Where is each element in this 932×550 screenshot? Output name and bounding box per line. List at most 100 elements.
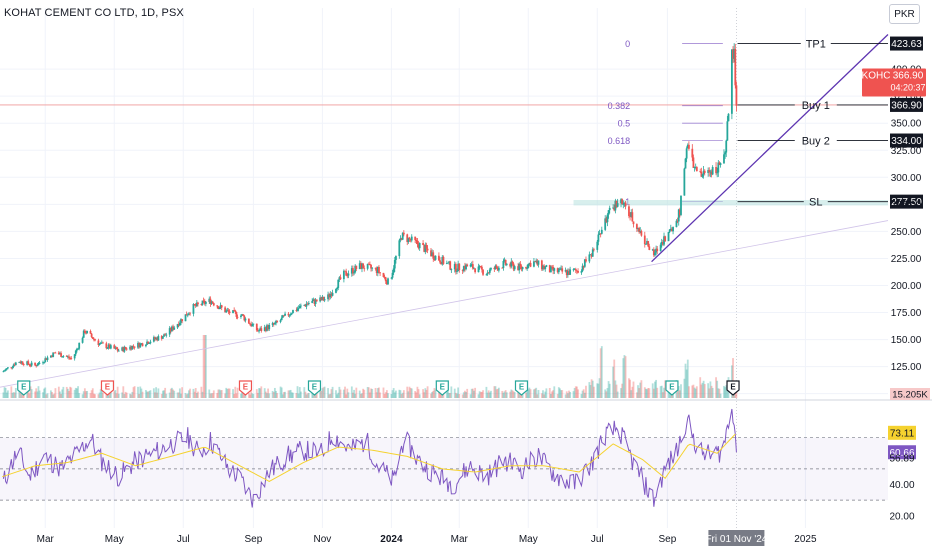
candle-body xyxy=(399,238,402,241)
volume-bar xyxy=(495,389,498,398)
candle-body xyxy=(717,162,720,173)
volume-bar xyxy=(102,392,104,398)
candle-body xyxy=(667,232,670,242)
volume-bar xyxy=(99,389,102,398)
candle-body xyxy=(612,207,615,209)
volume-bar xyxy=(565,391,568,398)
volume-bar xyxy=(414,391,417,398)
candle-body xyxy=(133,346,136,348)
volume-bar xyxy=(591,380,594,398)
candle-body xyxy=(651,249,654,251)
candle-body xyxy=(37,362,40,366)
candle-body xyxy=(321,296,324,301)
volume-bar xyxy=(623,355,626,398)
rsi-line xyxy=(2,408,737,508)
volume-bar xyxy=(732,358,734,398)
currency-button[interactable]: PKR xyxy=(889,4,920,24)
candle-body xyxy=(3,370,6,372)
candle-body xyxy=(469,264,472,267)
event-marker-label: E xyxy=(105,383,111,392)
volume-bar xyxy=(482,390,484,398)
time-tick-label: Jul xyxy=(177,534,190,545)
volume-bar xyxy=(263,388,266,398)
candle-body xyxy=(113,345,116,349)
volume-bar xyxy=(361,393,363,398)
volume-bar xyxy=(724,387,727,398)
volume-bar xyxy=(621,383,624,398)
volume-bar xyxy=(121,392,124,398)
volume-bar xyxy=(226,388,229,398)
rsi-value: 60.66 xyxy=(889,448,914,459)
candle-body xyxy=(540,260,543,270)
candle-body xyxy=(487,272,490,274)
candle-body xyxy=(98,343,101,345)
volume-bar xyxy=(345,394,348,398)
volume-bar xyxy=(574,386,577,398)
time-tick-label: Sep xyxy=(244,534,262,545)
volume-bar xyxy=(147,391,150,398)
volume-bar xyxy=(525,392,527,398)
candle-body xyxy=(371,267,374,269)
volume-bar xyxy=(655,379,658,398)
volume-bar xyxy=(90,390,93,398)
volume-bar xyxy=(279,386,282,398)
candle-body xyxy=(292,310,294,314)
volume-bar xyxy=(188,390,190,398)
candle-body xyxy=(122,347,125,352)
volume-bar xyxy=(549,393,552,398)
volume-bar xyxy=(132,387,135,398)
volume-bar xyxy=(44,387,47,398)
candle-body xyxy=(375,267,378,274)
volume-bar xyxy=(576,386,578,398)
volume-bar xyxy=(431,391,434,398)
volume-bar xyxy=(638,388,641,398)
price-tick-label: 300.00 xyxy=(891,173,922,184)
event-marker-label: E xyxy=(21,383,27,392)
candle-body xyxy=(203,300,206,304)
volume-bar xyxy=(692,384,695,398)
volume-bar xyxy=(424,388,427,398)
candle-body xyxy=(676,220,679,222)
volume-bar xyxy=(581,390,584,398)
candle-body xyxy=(580,271,583,273)
candle-body xyxy=(369,264,371,265)
candle-body xyxy=(711,167,714,175)
volume-bar xyxy=(336,394,339,398)
candle-body xyxy=(336,287,339,290)
volume-bar xyxy=(462,392,465,398)
candle-body xyxy=(236,316,239,318)
candle-body xyxy=(691,148,694,158)
volume-bar xyxy=(287,390,290,398)
candle-body xyxy=(260,328,263,331)
candle-body xyxy=(36,365,39,367)
volume-bar xyxy=(457,387,460,398)
candle-body xyxy=(521,267,524,270)
volume-bar xyxy=(362,388,365,398)
candle-body xyxy=(511,261,514,264)
candle-body xyxy=(62,355,65,357)
event-marker-icon xyxy=(726,380,740,396)
volume-bar xyxy=(69,386,72,398)
volume-bar xyxy=(407,391,410,398)
candle-body xyxy=(60,353,62,357)
candle-body xyxy=(181,319,184,322)
candle-body xyxy=(148,343,151,345)
volume-bar xyxy=(178,388,181,398)
volume-bar xyxy=(637,385,639,398)
volume-bar xyxy=(517,389,519,398)
volume-bar xyxy=(391,390,394,398)
candle-body xyxy=(652,249,655,256)
candle-body xyxy=(50,355,52,358)
volume-bar xyxy=(450,386,453,398)
volume-bar xyxy=(155,387,158,398)
candle-body xyxy=(390,277,393,279)
candle-body xyxy=(18,362,21,364)
volume-bar xyxy=(204,335,207,398)
candle-body xyxy=(621,199,624,205)
volume-bar xyxy=(367,387,370,398)
candle-body xyxy=(272,323,275,325)
candle-body xyxy=(447,262,449,264)
candle-body xyxy=(724,152,727,155)
candle-body xyxy=(592,249,595,251)
